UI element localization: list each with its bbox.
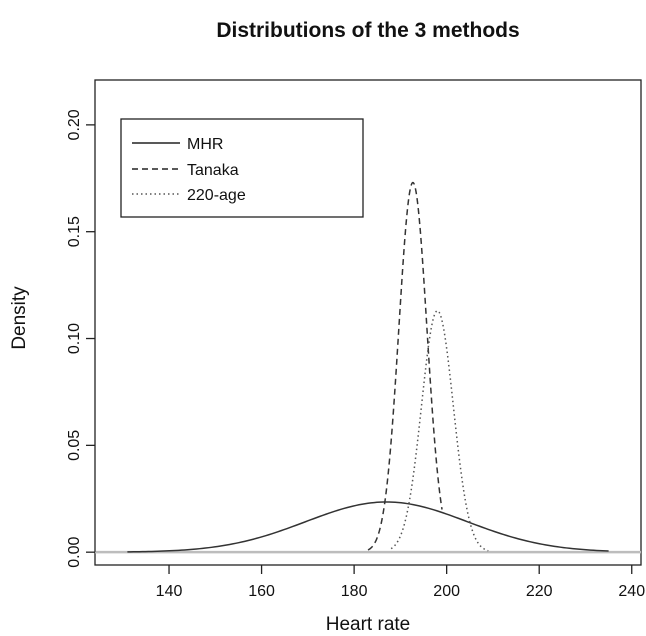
x-axis-title: Heart rate (326, 614, 410, 635)
y-tick-label: 0.15 (66, 216, 83, 247)
series-line-mhr (127, 501, 609, 553)
legend-label-tanaka: Tanaka (187, 162, 239, 179)
axis-layer: 140 160 180 200 220 240 0.00 0.05 0.10 0.15 0.20 (66, 109, 645, 600)
y-tick-label: 0.20 (66, 109, 83, 140)
x-tick-label: 200 (433, 583, 460, 600)
legend-box (120, 118, 364, 218)
y-tick-label: 0.00 (66, 537, 83, 568)
series-line-220-age (390, 309, 489, 552)
series-layer (127, 181, 609, 553)
chart-title: Distributions of the 3 methods (216, 19, 519, 42)
legend-label-mhr: MHR (187, 136, 223, 153)
legend: MHR Tanaka 220-age (120, 118, 364, 218)
x-tick-label: 140 (156, 583, 183, 600)
y-axis-title: Density (9, 286, 30, 350)
x-tick-label: 180 (341, 583, 368, 600)
series-line-tanaka (367, 181, 443, 551)
x-tick-label: 220 (526, 583, 553, 600)
y-tick-label: 0.10 (66, 323, 83, 354)
x-tick-label: 160 (248, 583, 275, 600)
y-tick-label: 0.05 (66, 430, 83, 461)
legend-label-220-age: 220-age (187, 187, 246, 204)
x-tick-label: 240 (618, 583, 645, 600)
